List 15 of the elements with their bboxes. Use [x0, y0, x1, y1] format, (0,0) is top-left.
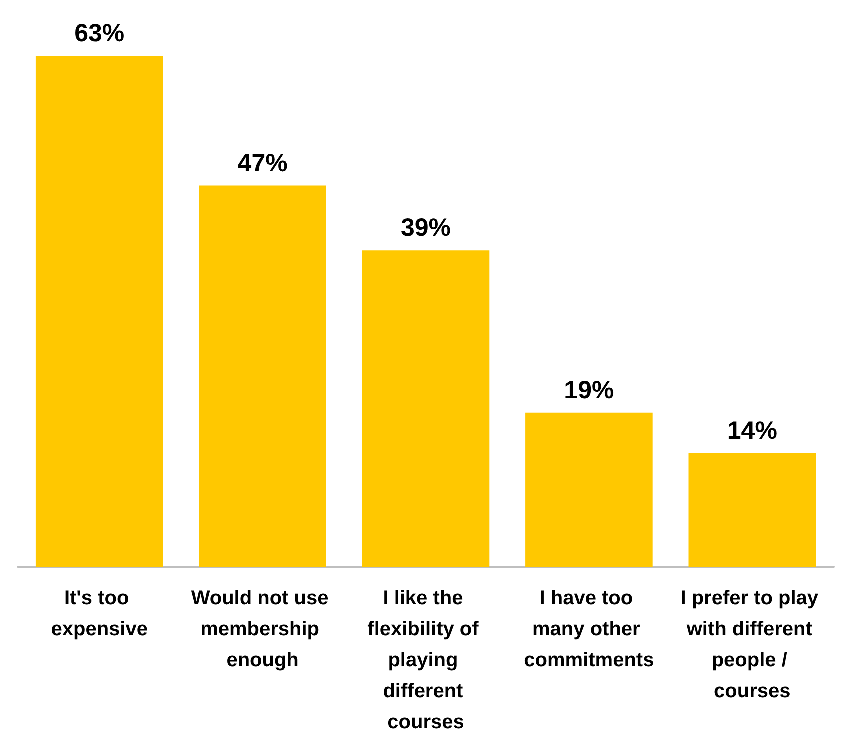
- bar: [362, 250, 490, 567]
- x-tick-label: I have too many other commitments: [524, 588, 654, 672]
- bar: [688, 453, 816, 567]
- data-label: 63%: [74, 20, 125, 48]
- data-label: 39%: [400, 214, 452, 242]
- x-tick-label: Would not use membership enough: [191, 588, 334, 672]
- x-tick-label: I like the flexibility of playing different courses: [368, 588, 484, 734]
- bar: [36, 56, 164, 567]
- x-tick-label: It's too expensive: [51, 588, 148, 640]
- data-label: 19%: [564, 376, 614, 404]
- bar: [199, 186, 326, 567]
- data-label: 47%: [238, 149, 288, 178]
- x-tick-label: I prefer to play with different people / courses: [680, 588, 824, 702]
- data-label: 14%: [727, 416, 778, 445]
- bar: [526, 412, 653, 567]
